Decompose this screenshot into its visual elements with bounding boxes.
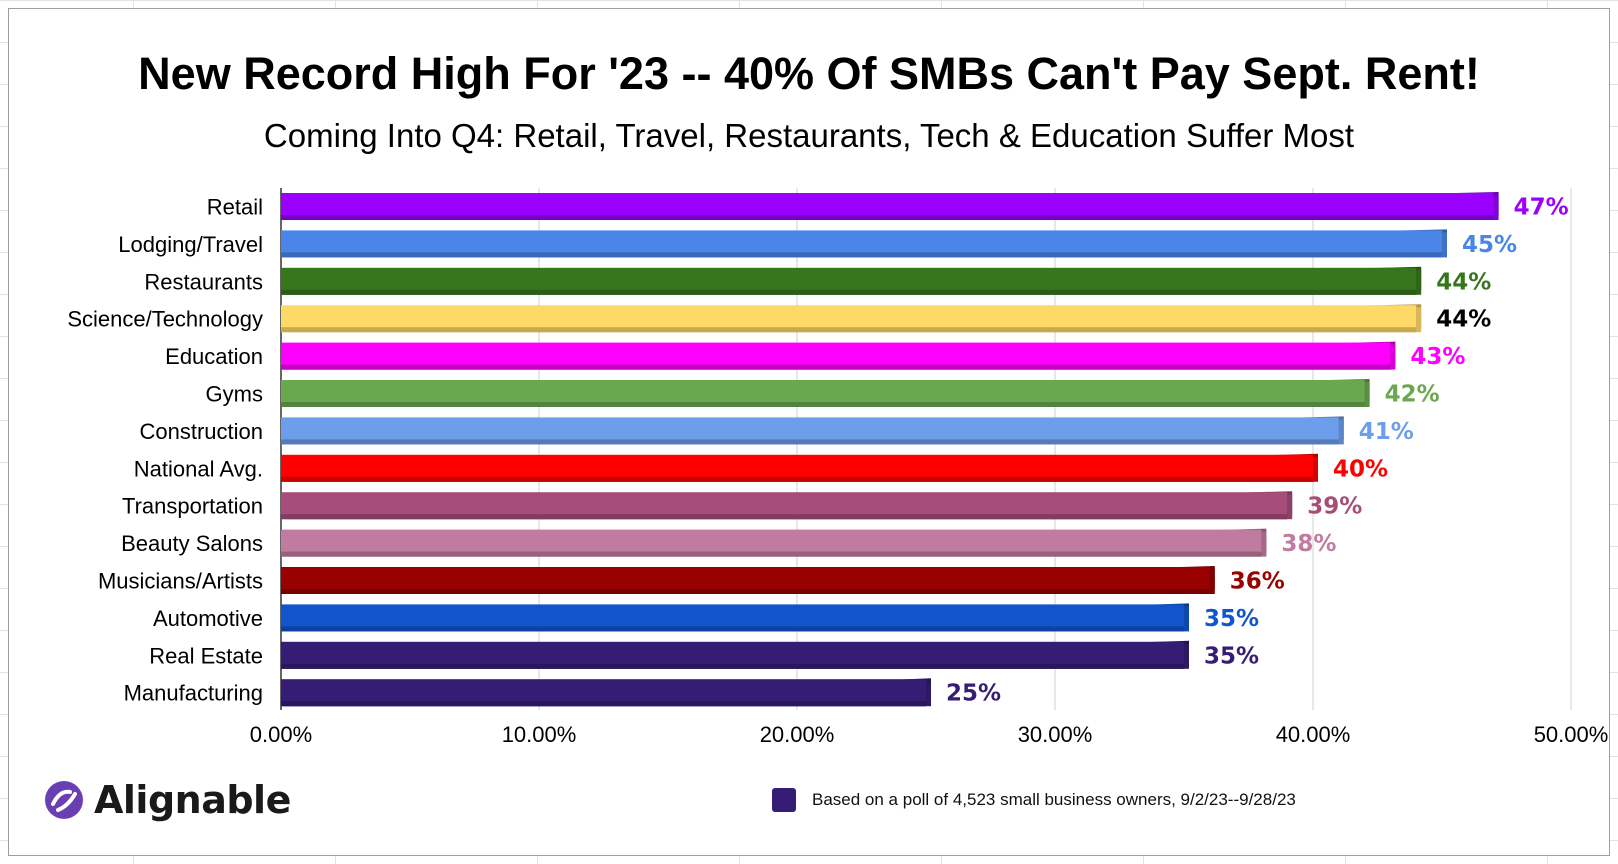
category-label: Lodging/Travel [118,232,263,257]
value-label: 44% [1436,307,1491,333]
bar-bottom-edge [281,289,1417,295]
value-label: 36% [1230,569,1285,595]
category-label: Musicians/Artists [98,569,263,594]
bar-end-cap [1390,344,1396,370]
bar-bottom-edge [281,589,1210,594]
alignable-mark-icon [45,781,83,819]
bar-bottom-edge [281,514,1288,520]
chart-title: New Record High For '23 -- 40% Of SMBs C… [138,48,1480,99]
value-label: 42% [1385,382,1440,408]
value-label: 44% [1436,269,1491,295]
legend-label: Based on a poll of 4,523 small business … [812,790,1296,809]
category-label: National Avg. [134,456,263,481]
category-label: Retail [207,195,263,220]
category-label: Gyms [206,382,263,407]
value-label: 45% [1462,232,1517,258]
category-label: Science/Technology [67,307,263,332]
chart-legend: Based on a poll of 4,523 small business … [772,788,1296,812]
x-tick-label: 0.00% [250,722,312,747]
value-label: 25% [946,681,1001,707]
category-label: Transportation [122,494,263,519]
alignable-logo: Alignable [44,772,291,828]
x-tick-label: 40.00% [1276,722,1351,747]
bar-end-cap [1338,419,1344,445]
chart-subtitle: Coming Into Q4: Retail, Travel, Restaura… [263,117,1355,154]
x-tick-label: 50.00% [1534,722,1609,747]
category-label: Manufacturing [124,681,263,706]
logo-wordmark: Alignable [94,778,291,822]
bar-end-cap [1364,382,1370,407]
bar-end-cap [1416,307,1422,333]
bar-end-cap [1261,531,1267,557]
category-label: Real Estate [149,643,263,668]
bar-bottom-edge [281,364,1391,370]
bar-end-cap [1313,456,1318,482]
value-label: 35% [1204,606,1259,632]
category-label: Restaurants [144,269,263,294]
value-label: 40% [1333,456,1388,482]
x-tick-label: 30.00% [1018,722,1093,747]
bar-end-cap [926,681,931,707]
category-label: Construction [139,419,263,444]
bar-end-cap [1442,232,1447,258]
bar-end-cap [1287,494,1293,520]
bar-bottom-edge [281,327,1417,333]
x-tick-label: 10.00% [502,722,577,747]
value-label: 39% [1307,494,1362,520]
bar-bottom-edge [281,701,926,707]
category-label: Beauty Salons [121,531,263,556]
bar-end-cap [1493,195,1499,220]
legend-swatch [772,788,796,812]
bar-end-cap [1184,606,1189,632]
bar-bottom-edge [281,551,1262,557]
x-tick-label: 20.00% [760,722,835,747]
category-label: Education [165,344,263,369]
bar-bottom-edge [281,439,1339,445]
category-label: Automotive [153,606,263,631]
bar-end-cap [1416,269,1422,295]
bar-bottom-edge [281,252,1442,258]
value-label: 41% [1359,419,1414,445]
bar-end-cap [1209,569,1215,594]
value-label: 35% [1204,643,1259,669]
bar-bottom-edge [281,476,1313,482]
bar-bottom-edge [281,215,1494,220]
value-label: 47% [1514,195,1569,221]
value-label: 38% [1281,531,1336,557]
bar-bottom-edge [281,626,1184,632]
bar-end-cap [1184,643,1189,669]
value-label: 43% [1410,344,1465,370]
bar-bottom-edge [281,663,1184,669]
bar-bottom-edge [281,402,1365,407]
